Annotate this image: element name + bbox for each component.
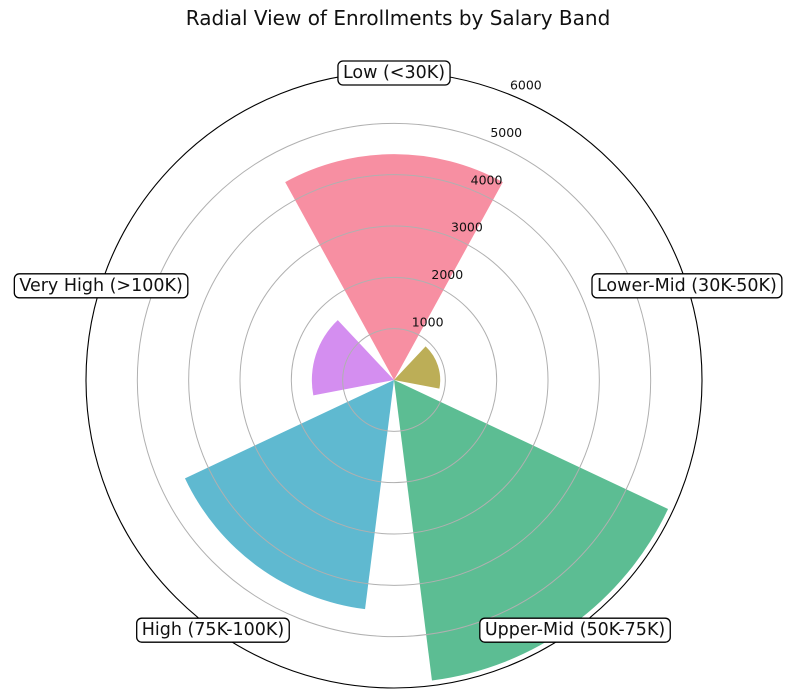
chart-title: Radial View of Enrollments by Salary Ban…: [185, 6, 611, 30]
tick-label-2000: 2000: [431, 267, 463, 282]
category-label-very-high-100k: Very High (>100K): [13, 273, 189, 299]
category-label-high-75k-100k: High (75K-100K): [136, 617, 290, 643]
gridline-2000: [290, 276, 498, 484]
tick-label-6000: 6000: [510, 77, 542, 92]
svg-text:High (75K-100K): High (75K-100K): [142, 620, 285, 640]
tick-label-3000: 3000: [451, 220, 483, 235]
bar-lower-mid-30k-50k: [394, 346, 441, 389]
gridline-1000: [342, 328, 446, 432]
svg-text:Low (<30K): Low (<30K): [343, 63, 445, 83]
category-label-low-30k: Low (<30K): [337, 60, 451, 86]
category-labels: Low (<30K) Lower-Mid (30K-50K) Upper-Mid (…: [13, 60, 783, 643]
radial-tick-labels: 1000 2000 3000 4000 5000 6000: [412, 77, 542, 329]
svg-text:Very High (>100K): Very High (>100K): [19, 276, 182, 296]
bar-upper-mid-50k-75k: [394, 380, 669, 681]
gridline-4000: [188, 174, 600, 586]
tick-label-1000: 1000: [412, 315, 444, 330]
tick-label-5000: 5000: [490, 125, 522, 140]
bars-layer: [184, 154, 669, 681]
svg-text:Upper-Mid (50K-75K): Upper-Mid (50K-75K): [485, 620, 665, 640]
gridline-3000: [239, 225, 549, 535]
gridline-5000: [136, 122, 652, 638]
category-label-upper-mid-50k-75k: Upper-Mid (50K-75K): [479, 617, 671, 643]
bar-high-75k-100k: [184, 380, 394, 610]
bar-low-30k: [285, 154, 503, 380]
category-label-lower-mid-30k-50k: Lower-Mid (30K-50K): [591, 273, 783, 299]
tick-label-4000: 4000: [471, 172, 503, 187]
svg-text:Lower-Mid (30K-50K): Lower-Mid (30K-50K): [597, 276, 777, 296]
bar-very-high-100k: [311, 320, 394, 396]
